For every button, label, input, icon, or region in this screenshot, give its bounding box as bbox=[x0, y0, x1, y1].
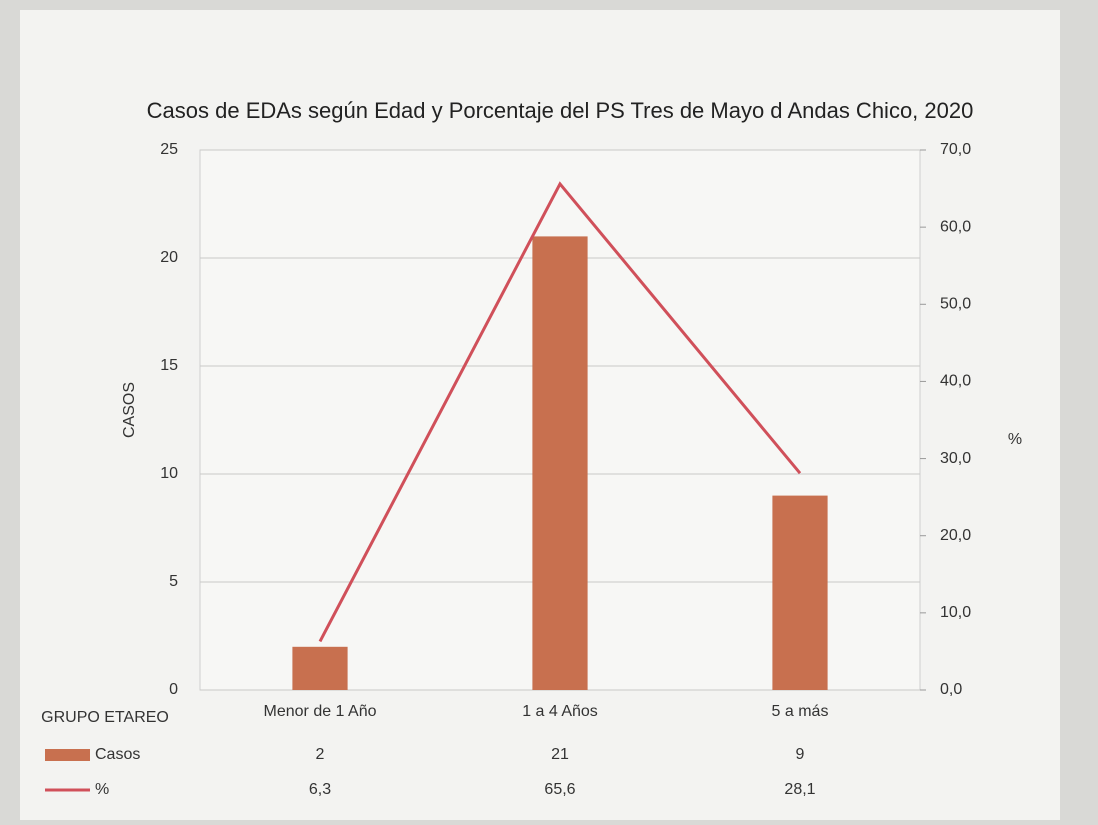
y-tick-label: 5 bbox=[169, 573, 178, 590]
table-value: 9 bbox=[796, 746, 805, 763]
y-tick-label: 15 bbox=[160, 357, 178, 374]
y2-tick-label: 0,0 bbox=[940, 681, 962, 698]
y-tick-label: 25 bbox=[160, 141, 178, 158]
y2-tick-label: 10,0 bbox=[940, 604, 971, 621]
y-tick-label: 10 bbox=[160, 465, 178, 482]
bar bbox=[292, 646, 348, 690]
table-value: 28,1 bbox=[784, 781, 815, 798]
legend-label: Casos bbox=[95, 746, 140, 763]
table-value: 21 bbox=[551, 746, 569, 763]
x-axis-label: GRUPO ETAREO bbox=[41, 709, 169, 726]
y2-tick-label: 20,0 bbox=[940, 527, 971, 544]
y2-tick-label: 70,0 bbox=[940, 141, 971, 158]
line bbox=[318, 181, 802, 643]
chart-title: Casos de EDAs según Edad y Porcentaje de… bbox=[147, 98, 974, 123]
y-tick-label: 0 bbox=[169, 681, 178, 698]
bar bbox=[772, 495, 828, 690]
y2-tick-label: 40,0 bbox=[940, 373, 971, 390]
legend-label: % bbox=[95, 781, 109, 798]
legend-swatch bbox=[45, 749, 90, 761]
y2-tick-label: 60,0 bbox=[940, 218, 971, 235]
x-tick-label: Menor de 1 Año bbox=[264, 703, 377, 720]
x-tick-label: 5 a más bbox=[772, 703, 829, 720]
table-value: 2 bbox=[316, 746, 325, 763]
bar bbox=[532, 236, 588, 690]
table-value: 6,3 bbox=[309, 781, 331, 798]
y2-tick-label: 50,0 bbox=[940, 296, 971, 313]
y2-tick-label: 30,0 bbox=[940, 450, 971, 467]
y-tick-label: 20 bbox=[160, 249, 178, 266]
y2-axis-label: % bbox=[1008, 431, 1022, 448]
y-axis-label: CASOS bbox=[121, 382, 138, 438]
x-tick-label: 1 a 4 Años bbox=[522, 703, 598, 720]
table-value: 65,6 bbox=[544, 781, 575, 798]
